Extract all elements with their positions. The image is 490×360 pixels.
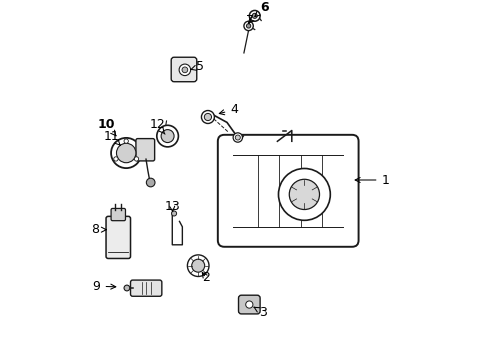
FancyBboxPatch shape <box>218 135 359 247</box>
Text: 11: 11 <box>103 130 121 145</box>
Circle shape <box>278 168 330 220</box>
FancyBboxPatch shape <box>111 208 125 221</box>
FancyBboxPatch shape <box>136 139 155 161</box>
Circle shape <box>182 67 188 73</box>
Circle shape <box>235 135 240 140</box>
Circle shape <box>111 138 141 168</box>
Circle shape <box>114 157 118 161</box>
Circle shape <box>201 111 215 123</box>
Circle shape <box>124 285 130 291</box>
Circle shape <box>161 130 174 143</box>
FancyBboxPatch shape <box>171 57 197 82</box>
FancyBboxPatch shape <box>130 280 162 296</box>
Circle shape <box>179 64 191 76</box>
FancyBboxPatch shape <box>239 295 260 314</box>
Text: 6: 6 <box>255 1 269 17</box>
Text: 8: 8 <box>92 223 106 236</box>
Text: 13: 13 <box>165 201 180 213</box>
Circle shape <box>192 259 205 272</box>
Circle shape <box>289 179 319 210</box>
Circle shape <box>233 133 243 142</box>
Text: 1: 1 <box>355 174 390 186</box>
Circle shape <box>244 21 253 31</box>
Text: 5: 5 <box>191 60 204 73</box>
Circle shape <box>246 24 251 28</box>
Text: 3: 3 <box>254 306 267 319</box>
Circle shape <box>134 157 139 161</box>
Text: 10: 10 <box>98 118 116 136</box>
Circle shape <box>172 211 176 216</box>
Circle shape <box>252 13 257 18</box>
Circle shape <box>147 178 155 187</box>
Circle shape <box>157 125 178 147</box>
Text: 12: 12 <box>149 118 165 134</box>
Circle shape <box>117 143 136 163</box>
FancyBboxPatch shape <box>106 216 130 258</box>
Text: 9: 9 <box>93 280 116 293</box>
Circle shape <box>187 255 209 276</box>
Circle shape <box>124 139 128 143</box>
Circle shape <box>204 113 212 121</box>
Text: 4: 4 <box>220 103 238 116</box>
Text: 7: 7 <box>246 14 254 27</box>
Circle shape <box>249 10 260 21</box>
Circle shape <box>245 301 253 308</box>
Text: 2: 2 <box>202 271 210 284</box>
